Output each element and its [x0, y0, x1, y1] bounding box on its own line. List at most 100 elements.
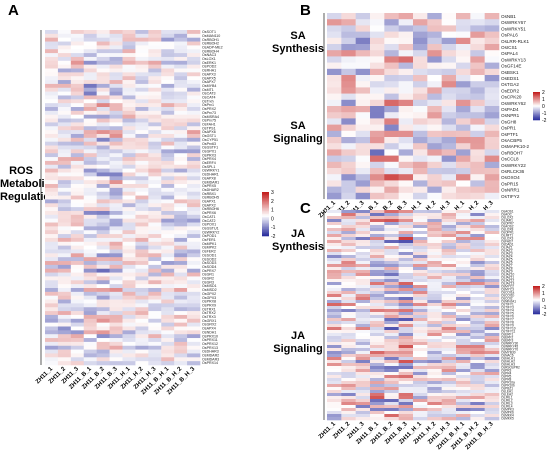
heatmap-cell-C-2-9: [456, 216, 471, 220]
heatmap-cell-C-32-8: [441, 306, 457, 310]
heatmap-cell-A-72-1: [57, 307, 72, 312]
heatmap-cell-C-41-7: [427, 333, 442, 337]
legend-swatch-A-27: [262, 231, 269, 234]
heatmap-cell-C-25-6: [413, 285, 428, 289]
heatmap-cell-C-21-11: [484, 273, 500, 277]
legend-swatch-A-24: [262, 227, 269, 229]
heatmap-cell-A-5-8: [148, 49, 162, 54]
heatmap-cell-A-37-10: [174, 172, 188, 177]
heatmap-cell-C-7-2: [355, 231, 371, 235]
row-label-B-12: OsEDR2: [501, 88, 520, 93]
heatmap-cell-B-4-7: [427, 37, 442, 45]
heatmap-cell-C-66-0: [327, 408, 342, 412]
legend-swatch-B-2: [533, 93, 540, 96]
heatmap-cell-A-42-6: [122, 191, 136, 196]
heatmap-cell-A-58-11: [187, 253, 201, 258]
heatmap-cell-A-62-6: [122, 268, 136, 273]
heatmap-cell-A-38-10: [174, 176, 188, 181]
heatmap-cell-C-41-5: [398, 333, 414, 337]
heatmap-cell-C-22-8: [441, 276, 457, 280]
row-label-C-10: OsFAD7: [501, 239, 513, 243]
heatmap-cell-B-13-11: [484, 93, 500, 101]
heatmap-cell-C-21-9: [456, 273, 471, 277]
heatmap-cell-C-1-9: [456, 213, 471, 217]
heatmap-cell-C-2-5: [398, 216, 414, 220]
heatmap-cell-A-43-5: [109, 195, 123, 200]
heatmap-cell-C-51-5: [398, 363, 414, 367]
heatmap-cell-A-33-4: [96, 157, 110, 162]
row-label-C-38: OsTIFY9: [501, 323, 514, 327]
heatmap-cell-B-3-1: [341, 31, 356, 39]
heatmap-cell-A-71-1: [57, 303, 72, 308]
heatmap-cell-A-85-11: [187, 357, 201, 362]
row-label-B-19: OsPTF1: [501, 132, 519, 137]
heatmap-cell-A-8-9: [161, 60, 175, 65]
heatmap-cell-A-79-8: [148, 334, 162, 339]
heatmap-cell-A-74-5: [109, 314, 123, 320]
heatmap-cell-A-77-3: [83, 326, 97, 331]
heatmap-cell-A-29-5: [109, 141, 123, 146]
row-label-A-10: OsRHA1: [202, 69, 216, 73]
heatmap-cell-C-66-6: [413, 408, 428, 412]
heatmap-cell-C-62-7: [427, 396, 442, 400]
heatmap-cell-B-8-1: [341, 62, 356, 70]
heatmap-cell-C-54-8: [441, 372, 457, 376]
legend-swatch-B-12: [533, 103, 540, 105]
heatmap-cell-C-6-8: [441, 228, 457, 232]
heatmap-cell-A-54-11: [187, 237, 201, 243]
heatmap-cell-C-40-2: [355, 330, 371, 334]
heatmap-cell-A-49-10: [174, 218, 188, 223]
heatmap-cell-B-3-8: [441, 31, 457, 39]
heatmap-cell-A-64-0: [45, 276, 59, 281]
heatmap-cell-A-86-10: [174, 361, 188, 366]
heatmap-cell-C-45-7: [427, 345, 442, 349]
heatmap-cell-B-2-11: [484, 25, 500, 32]
heatmap-cell-C-47-11: [484, 351, 500, 355]
heatmap-cell-C-47-7: [427, 351, 442, 355]
legend-swatch-B-10: [533, 101, 540, 103]
row-label-B-0: OsNB1: [501, 14, 516, 19]
heatmap-cell-C-57-11: [484, 381, 500, 385]
heatmap-cell-A-50-9: [161, 222, 175, 227]
heatmap-cell-C-8-3: [370, 234, 385, 238]
heatmap-cell-A-67-3: [83, 287, 97, 293]
heatmap-cell-C-17-1: [341, 261, 356, 265]
heatmap-cell-A-69-10: [174, 295, 188, 300]
heatmap-cell-A-29-10: [174, 141, 188, 146]
row-label-A-31: OsGPX1: [202, 149, 216, 153]
heatmap-cell-A-54-9: [161, 237, 175, 243]
heatmap-cell-A-56-11: [187, 245, 201, 250]
heatmap-cell-A-77-10: [174, 326, 188, 331]
heatmap-cell-C-66-8: [441, 408, 457, 412]
heatmap-cell-A-48-1: [57, 214, 72, 219]
heatmap-cell-B-8-2: [355, 62, 371, 70]
heatmap-cell-A-72-0: [45, 307, 59, 312]
heatmap-cell-B-24-0: [327, 161, 342, 169]
heatmap-cell-C-38-4: [384, 324, 399, 328]
heatmap-cell-A-40-11: [187, 184, 201, 189]
heatmap-cell-C-54-10: [470, 372, 485, 376]
heatmap-cell-C-14-5: [398, 252, 414, 256]
legend-tick-A-2: 1: [271, 208, 274, 214]
heatmap-cell-C-33-1: [341, 309, 356, 313]
heatmap-cell-A-15-9: [161, 87, 175, 92]
heatmap-cell-C-31-6: [413, 303, 428, 307]
heatmap-cell-C-38-10: [470, 324, 485, 328]
heatmap-cell-A-28-0: [45, 137, 59, 142]
heatmap-cell-A-62-0: [45, 268, 59, 273]
heatmap-cell-A-79-10: [174, 334, 188, 339]
heatmap-cell-A-24-3: [83, 122, 97, 127]
heatmap-cell-C-52-6: [413, 366, 428, 370]
heatmap-cell-A-10-11: [187, 68, 201, 73]
heatmap-cell-A-32-7: [135, 153, 149, 158]
heatmap-cell-C-43-1: [341, 339, 356, 343]
heatmap-cell-B-1-5: [398, 19, 414, 26]
heatmap-cell-C-31-4: [384, 303, 399, 307]
heatmap-cell-A-16-7: [135, 91, 149, 96]
heatmap-cell-B-28-10: [470, 186, 485, 194]
heatmap-cell-A-85-3: [83, 357, 97, 362]
heatmap-cell-A-36-8: [148, 168, 162, 173]
heatmap-cell-A-44-5: [109, 199, 123, 204]
heatmap-cell-A-57-4: [96, 249, 110, 254]
heatmap-cell-A-61-1: [57, 264, 72, 270]
